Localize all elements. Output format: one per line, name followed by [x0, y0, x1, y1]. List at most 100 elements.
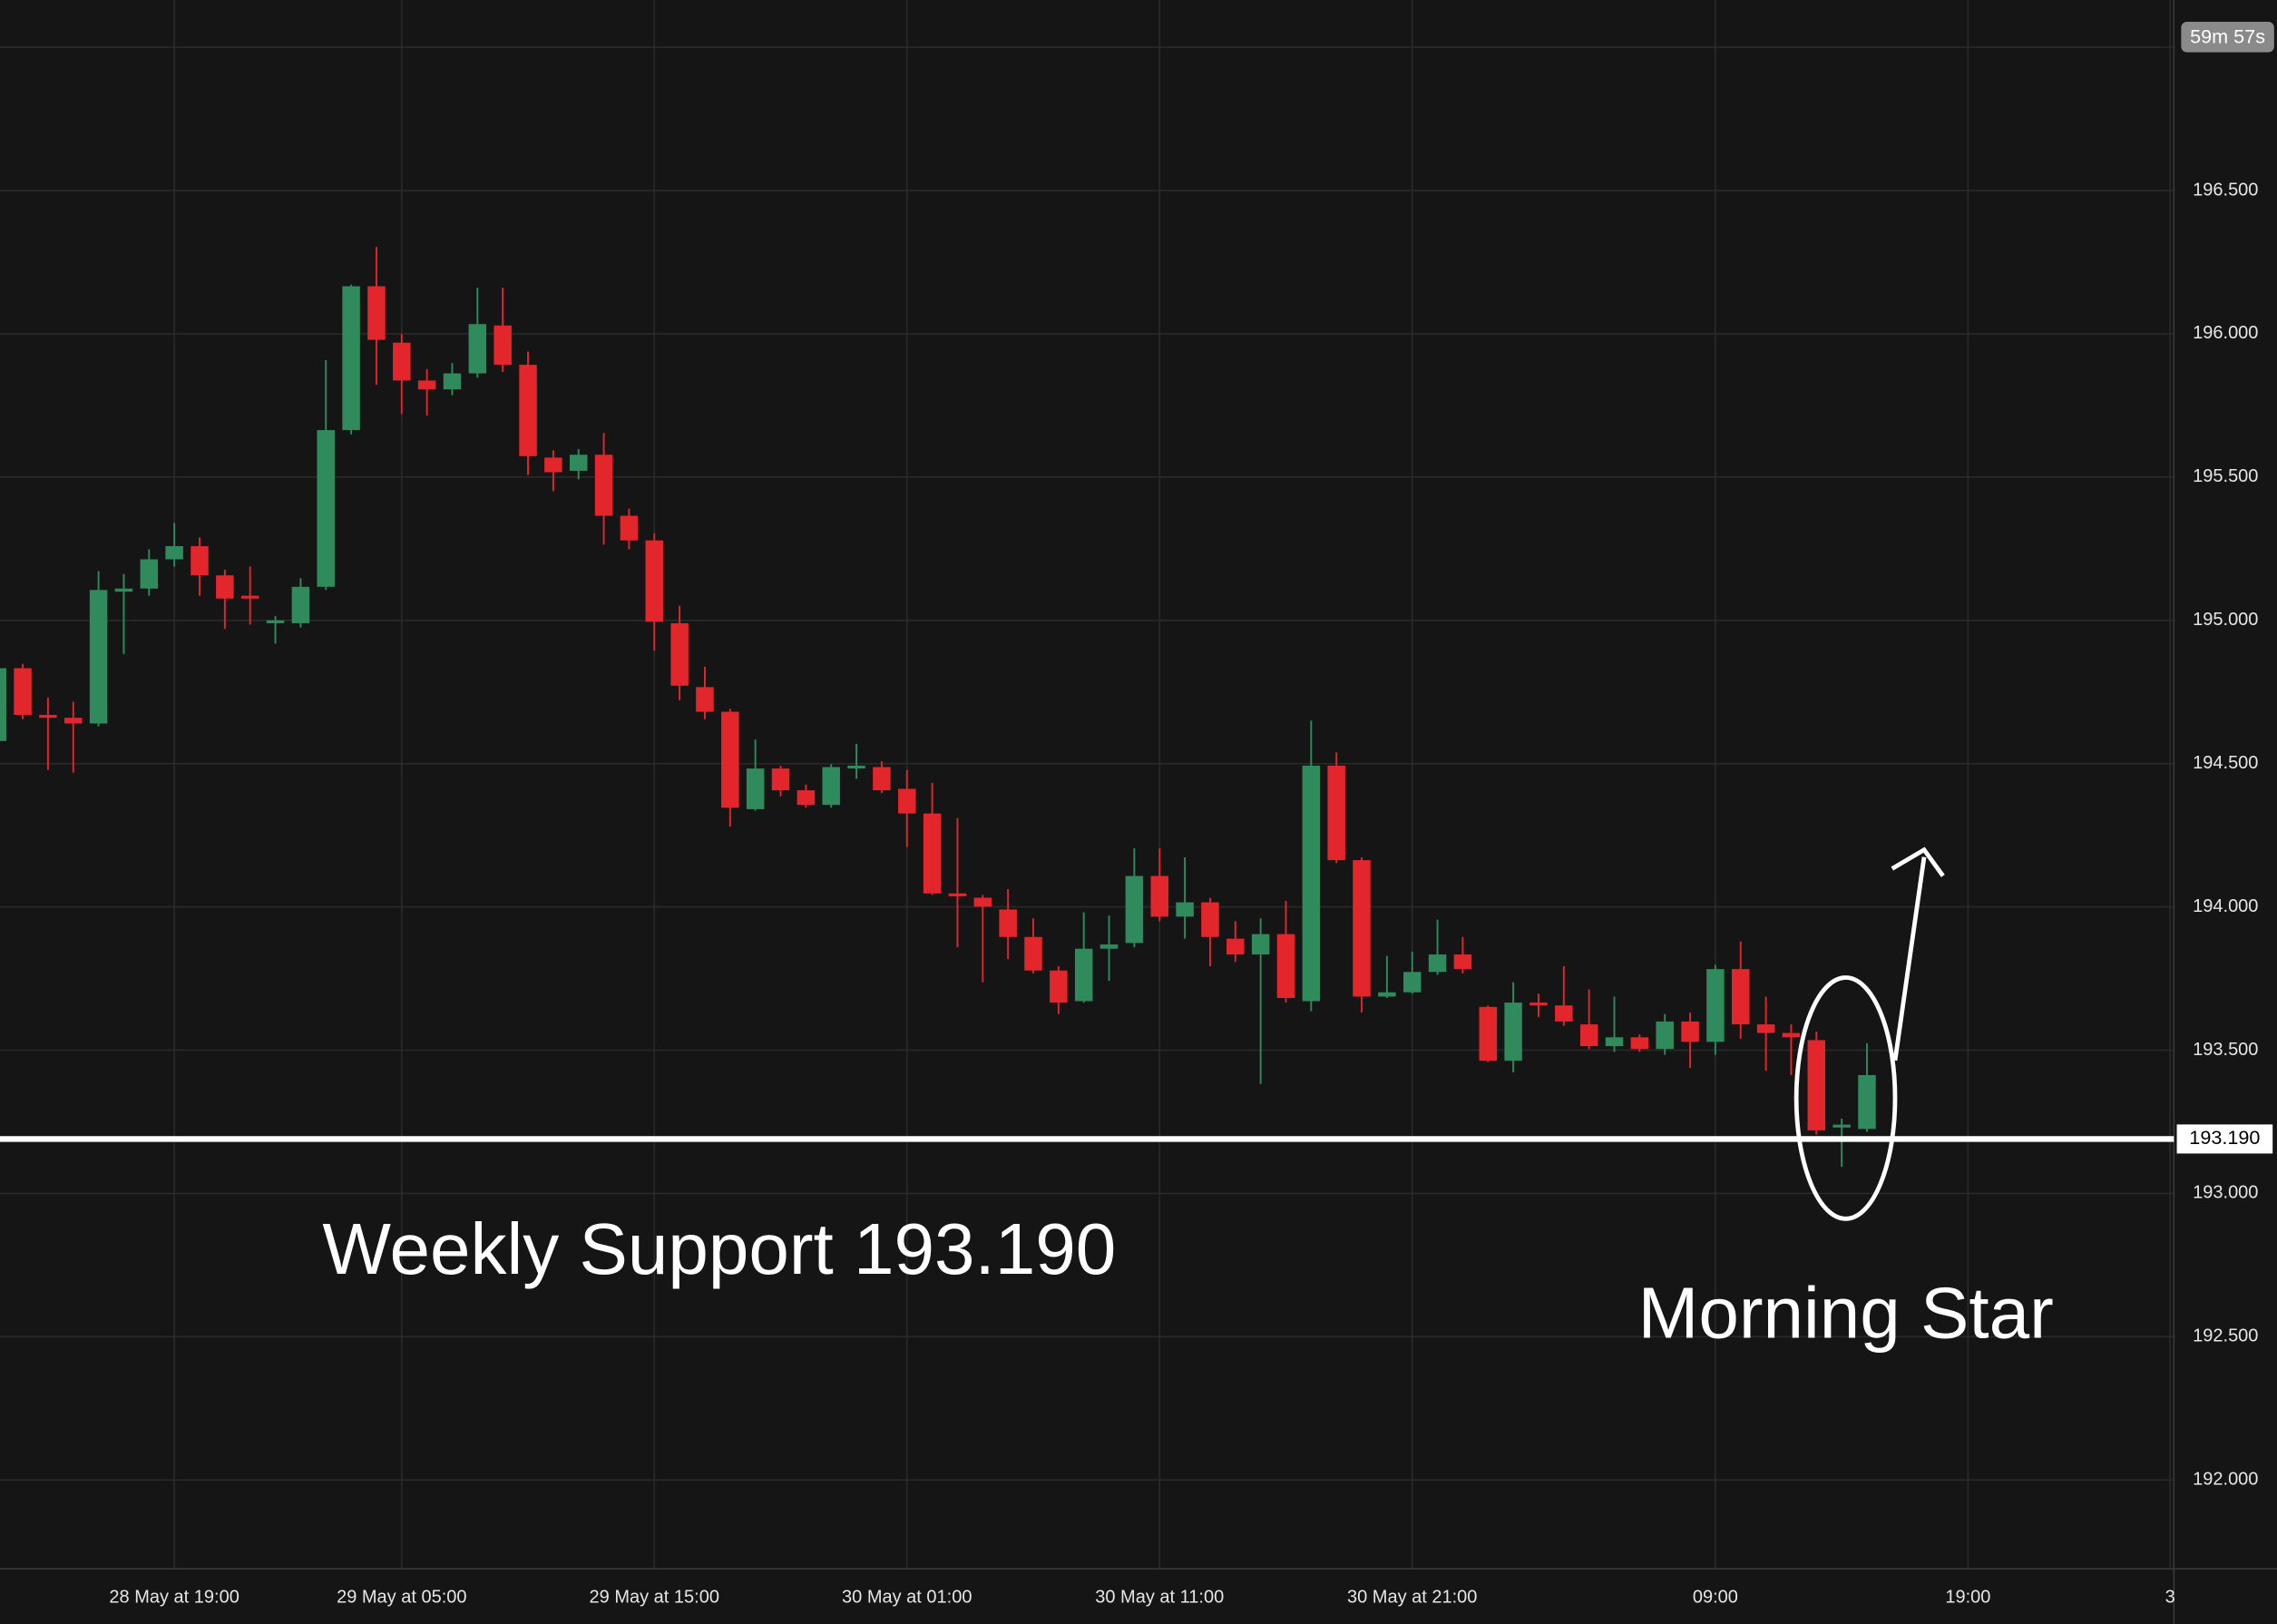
candle-body: [923, 813, 942, 894]
candle-body: [140, 559, 159, 589]
x-tick-label: 19:00: [1945, 1587, 1990, 1607]
candle-body: [569, 455, 588, 471]
candle-body: [468, 324, 487, 374]
candle-body: [1402, 972, 1422, 993]
y-tick-label: 192.000: [2193, 1470, 2258, 1490]
candle-body: [746, 768, 765, 809]
candle-body: [317, 430, 335, 587]
candle-body: [1656, 1021, 1674, 1050]
y-tick-label: 194.000: [2193, 896, 2258, 916]
candle-body: [1579, 1024, 1598, 1047]
x-tick-label: 30 May at 21:00: [1347, 1587, 1477, 1607]
candle-body: [822, 767, 840, 806]
x-tick-label: 28 May at 19:00: [109, 1587, 239, 1607]
candle-body: [266, 620, 285, 623]
candle-body: [645, 540, 664, 622]
candle-body: [696, 687, 714, 712]
candle-body: [1226, 938, 1245, 955]
candle-body: [393, 342, 411, 381]
candle-body: [1378, 992, 1396, 997]
candle-body: [240, 595, 259, 599]
candle-body: [771, 768, 790, 791]
candle-body: [1353, 860, 1371, 997]
candle-body: [670, 622, 689, 686]
candle-body: [999, 909, 1017, 937]
support-price-label: 193.190: [2189, 1126, 2260, 1149]
candle-body: [594, 455, 613, 516]
x-tick-label: 3: [2165, 1587, 2175, 1607]
overlay: Weekly Support 193.190 Morning Star 59m …: [0, 22, 2274, 1354]
candle-body: [1453, 954, 1472, 970]
candle-body: [39, 714, 57, 719]
x-tick-label: 29 May at 15:00: [590, 1587, 719, 1607]
y-tick-label: 193.000: [2193, 1183, 2258, 1203]
arrow-head: [1891, 846, 1945, 877]
candle-body: [1807, 1040, 1826, 1130]
candle-body: [796, 790, 816, 806]
candle-body: [898, 788, 916, 814]
candle-body: [1630, 1037, 1649, 1050]
candle-body: [443, 373, 462, 390]
arrow-shaft: [1892, 856, 1927, 1061]
countdown: 59m 57s: [2190, 24, 2265, 47]
grid: [0, 0, 2174, 1570]
candle-body: [1428, 954, 1447, 973]
y-tick-label: 195.000: [2193, 610, 2258, 630]
candle-body: [1176, 902, 1194, 917]
x-tick-label: 29 May at 05:00: [337, 1587, 466, 1607]
candle-body: [494, 325, 512, 366]
candle-body: [165, 545, 183, 560]
candle-body: [1251, 934, 1270, 955]
candle-body: [1099, 944, 1119, 949]
candle-body: [1681, 1021, 1699, 1042]
y-tick-label: 193.500: [2193, 1040, 2258, 1060]
candle-body: [1732, 969, 1750, 1025]
candle-body: [519, 365, 537, 456]
candle-body: [1302, 765, 1321, 1002]
candle-body: [14, 668, 32, 715]
pattern-circle: [1793, 975, 1898, 1221]
candle-body: [1782, 1032, 1801, 1038]
candle-body: [1327, 765, 1345, 861]
support-price-box: [2176, 1124, 2273, 1154]
candle-body: [1201, 902, 1219, 937]
candle-body: [1605, 1037, 1624, 1047]
candle-body: [847, 765, 865, 769]
candle-body: [1150, 876, 1168, 917]
candle-body: [1555, 1005, 1573, 1022]
candle-body: [973, 897, 992, 907]
candle-body: [191, 545, 209, 576]
candles: [0, 247, 1876, 1168]
candle-body: [1504, 1003, 1522, 1061]
y-tick-label: 192.500: [2193, 1326, 2258, 1346]
y-tick-label: 194.500: [2193, 753, 2258, 773]
candle-body: [1276, 934, 1295, 999]
y-tick-label: 196.000: [2193, 323, 2258, 343]
countdown-badge: [2181, 22, 2274, 53]
candle-body: [1756, 1024, 1775, 1033]
candle-body: [291, 586, 310, 623]
candle-body: [948, 893, 967, 896]
candle-body: [1858, 1074, 1876, 1130]
candle-body: [367, 286, 386, 340]
candle-body: [114, 588, 133, 592]
candle-body: [1024, 936, 1042, 971]
candle-body: [216, 575, 234, 599]
support-annotation: Weekly Support 193.190: [322, 1208, 1116, 1289]
candle-body: [1832, 1124, 1851, 1128]
candle-body: [64, 718, 83, 724]
y-tick-label: 195.500: [2193, 466, 2258, 486]
candle-body: [1706, 969, 1725, 1042]
candle-body: [1479, 1006, 1498, 1061]
pattern-annotation: Morning Star: [1638, 1273, 2054, 1354]
x-tick-label: 09:00: [1693, 1587, 1738, 1607]
y-tick-label: 196.500: [2193, 180, 2258, 200]
candle-body: [1125, 876, 1144, 944]
candle-body: [1529, 1003, 1548, 1006]
candle-body: [1074, 948, 1093, 1002]
candle-body: [721, 711, 739, 808]
candle-body: [89, 590, 108, 724]
candle-body: [620, 515, 639, 541]
